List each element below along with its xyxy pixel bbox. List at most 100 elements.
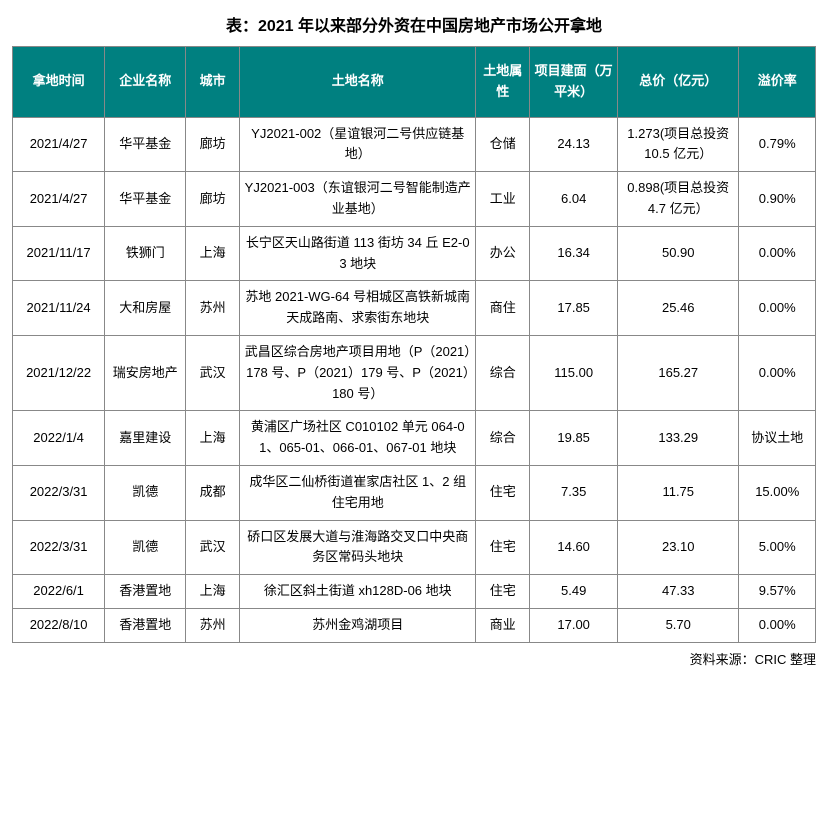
cell-date: 2021/11/17 bbox=[13, 226, 105, 281]
cell-premium: 9.57% bbox=[739, 575, 816, 609]
col-city-header: 城市 bbox=[186, 47, 240, 118]
cell-land: 武昌区综合房地产项目用地（P（2021）178 号、P（2021）179 号、P… bbox=[240, 335, 476, 410]
table-body: 2021/4/27华平基金廊坊YJ2021-002（星谊银河二号供应链基地）仓储… bbox=[13, 117, 816, 642]
cell-company: 华平基金 bbox=[105, 117, 186, 172]
cell-land: 长宁区天山路街道 113 街坊 34 丘 E2-03 地块 bbox=[240, 226, 476, 281]
cell-attr: 商住 bbox=[476, 281, 530, 336]
cell-attr: 住宅 bbox=[476, 520, 530, 575]
cell-city: 成都 bbox=[186, 465, 240, 520]
cell-date: 2021/4/27 bbox=[13, 117, 105, 172]
table-row: 2022/3/31凯德成都成华区二仙桥街道崔家店社区 1、2 组住宅用地住宅7.… bbox=[13, 465, 816, 520]
table-title: 表：2021 年以来部分外资在中国房地产市场公开拿地 bbox=[12, 12, 816, 36]
cell-land: YJ2021-003（东谊银河二号智能制造产业基地） bbox=[240, 172, 476, 227]
col-land-header: 土地名称 bbox=[240, 47, 476, 118]
cell-date: 2022/8/10 bbox=[13, 608, 105, 642]
cell-price: 5.70 bbox=[618, 608, 739, 642]
table-row: 2021/4/27华平基金廊坊YJ2021-002（星谊银河二号供应链基地）仓储… bbox=[13, 117, 816, 172]
col-price-header: 总价（亿元） bbox=[618, 47, 739, 118]
cell-price: 25.46 bbox=[618, 281, 739, 336]
cell-attr: 商业 bbox=[476, 608, 530, 642]
header-row: 拿地时间 企业名称 城市 土地名称 土地属性 项目建面（万平米） 总价（亿元） … bbox=[13, 47, 816, 118]
col-date-header: 拿地时间 bbox=[13, 47, 105, 118]
cell-premium: 0.00% bbox=[739, 226, 816, 281]
cell-premium: 0.90% bbox=[739, 172, 816, 227]
cell-price: 1.273(项目总投资 10.5 亿元） bbox=[618, 117, 739, 172]
cell-company: 香港置地 bbox=[105, 575, 186, 609]
cell-land: 苏州金鸡湖项目 bbox=[240, 608, 476, 642]
cell-area: 14.60 bbox=[530, 520, 618, 575]
cell-attr: 综合 bbox=[476, 411, 530, 466]
land-table: 拿地时间 企业名称 城市 土地名称 土地属性 项目建面（万平米） 总价（亿元） … bbox=[12, 46, 816, 643]
table-row: 2022/8/10香港置地苏州苏州金鸡湖项目商业17.005.700.00% bbox=[13, 608, 816, 642]
cell-price: 50.90 bbox=[618, 226, 739, 281]
cell-area: 6.04 bbox=[530, 172, 618, 227]
cell-price: 133.29 bbox=[618, 411, 739, 466]
cell-price: 165.27 bbox=[618, 335, 739, 410]
table-row: 2021/4/27华平基金廊坊YJ2021-003（东谊银河二号智能制造产业基地… bbox=[13, 172, 816, 227]
cell-price: 47.33 bbox=[618, 575, 739, 609]
cell-price: 11.75 bbox=[618, 465, 739, 520]
data-source: 资料来源：CRIC 整理 bbox=[12, 649, 816, 668]
cell-company: 凯德 bbox=[105, 520, 186, 575]
cell-city: 上海 bbox=[186, 226, 240, 281]
cell-premium: 0.00% bbox=[739, 281, 816, 336]
cell-city: 武汉 bbox=[186, 520, 240, 575]
col-premium-header: 溢价率 bbox=[739, 47, 816, 118]
cell-date: 2022/3/31 bbox=[13, 520, 105, 575]
cell-company: 瑞安房地产 bbox=[105, 335, 186, 410]
cell-city: 武汉 bbox=[186, 335, 240, 410]
cell-area: 17.85 bbox=[530, 281, 618, 336]
cell-attr: 住宅 bbox=[476, 465, 530, 520]
cell-premium: 协议土地 bbox=[739, 411, 816, 466]
cell-land: YJ2021-002（星谊银河二号供应链基地） bbox=[240, 117, 476, 172]
cell-premium: 0.79% bbox=[739, 117, 816, 172]
table-row: 2021/11/17铁狮门上海长宁区天山路街道 113 街坊 34 丘 E2-0… bbox=[13, 226, 816, 281]
cell-city: 苏州 bbox=[186, 608, 240, 642]
cell-city: 廊坊 bbox=[186, 172, 240, 227]
cell-company: 铁狮门 bbox=[105, 226, 186, 281]
cell-city: 苏州 bbox=[186, 281, 240, 336]
cell-area: 5.49 bbox=[530, 575, 618, 609]
table-row: 2022/1/4嘉里建设上海黄浦区广场社区 C010102 单元 064-01、… bbox=[13, 411, 816, 466]
cell-land: 苏地 2021-WG-64 号相城区高铁新城南天成路南、求索街东地块 bbox=[240, 281, 476, 336]
cell-date: 2021/4/27 bbox=[13, 172, 105, 227]
table-row: 2022/3/31凯德武汉硚口区发展大道与淮海路交叉口中央商务区常码头地块住宅1… bbox=[13, 520, 816, 575]
table-row: 2022/6/1香港置地上海徐汇区斜土街道 xh128D-06 地块住宅5.49… bbox=[13, 575, 816, 609]
cell-company: 华平基金 bbox=[105, 172, 186, 227]
cell-attr: 住宅 bbox=[476, 575, 530, 609]
cell-area: 19.85 bbox=[530, 411, 618, 466]
col-company-header: 企业名称 bbox=[105, 47, 186, 118]
cell-company: 大和房屋 bbox=[105, 281, 186, 336]
cell-area: 7.35 bbox=[530, 465, 618, 520]
cell-land: 黄浦区广场社区 C010102 单元 064-01、065-01、066-01、… bbox=[240, 411, 476, 466]
cell-area: 115.00 bbox=[530, 335, 618, 410]
cell-date: 2022/3/31 bbox=[13, 465, 105, 520]
cell-area: 17.00 bbox=[530, 608, 618, 642]
cell-premium: 15.00% bbox=[739, 465, 816, 520]
cell-date: 2021/12/22 bbox=[13, 335, 105, 410]
cell-city: 上海 bbox=[186, 411, 240, 466]
cell-company: 香港置地 bbox=[105, 608, 186, 642]
cell-company: 凯德 bbox=[105, 465, 186, 520]
cell-area: 24.13 bbox=[530, 117, 618, 172]
cell-attr: 仓储 bbox=[476, 117, 530, 172]
cell-land: 硚口区发展大道与淮海路交叉口中央商务区常码头地块 bbox=[240, 520, 476, 575]
cell-attr: 工业 bbox=[476, 172, 530, 227]
cell-area: 16.34 bbox=[530, 226, 618, 281]
col-attr-header: 土地属性 bbox=[476, 47, 530, 118]
cell-premium: 0.00% bbox=[739, 608, 816, 642]
cell-land: 徐汇区斜土街道 xh128D-06 地块 bbox=[240, 575, 476, 609]
cell-date: 2021/11/24 bbox=[13, 281, 105, 336]
cell-land: 成华区二仙桥街道崔家店社区 1、2 组住宅用地 bbox=[240, 465, 476, 520]
cell-date: 2022/1/4 bbox=[13, 411, 105, 466]
cell-company: 嘉里建设 bbox=[105, 411, 186, 466]
cell-price: 23.10 bbox=[618, 520, 739, 575]
cell-attr: 办公 bbox=[476, 226, 530, 281]
cell-date: 2022/6/1 bbox=[13, 575, 105, 609]
cell-city: 上海 bbox=[186, 575, 240, 609]
table-row: 2021/12/22瑞安房地产武汉武昌区综合房地产项目用地（P（2021）178… bbox=[13, 335, 816, 410]
cell-premium: 5.00% bbox=[739, 520, 816, 575]
col-area-header: 项目建面（万平米） bbox=[530, 47, 618, 118]
cell-price: 0.898(项目总投资 4.7 亿元） bbox=[618, 172, 739, 227]
cell-city: 廊坊 bbox=[186, 117, 240, 172]
